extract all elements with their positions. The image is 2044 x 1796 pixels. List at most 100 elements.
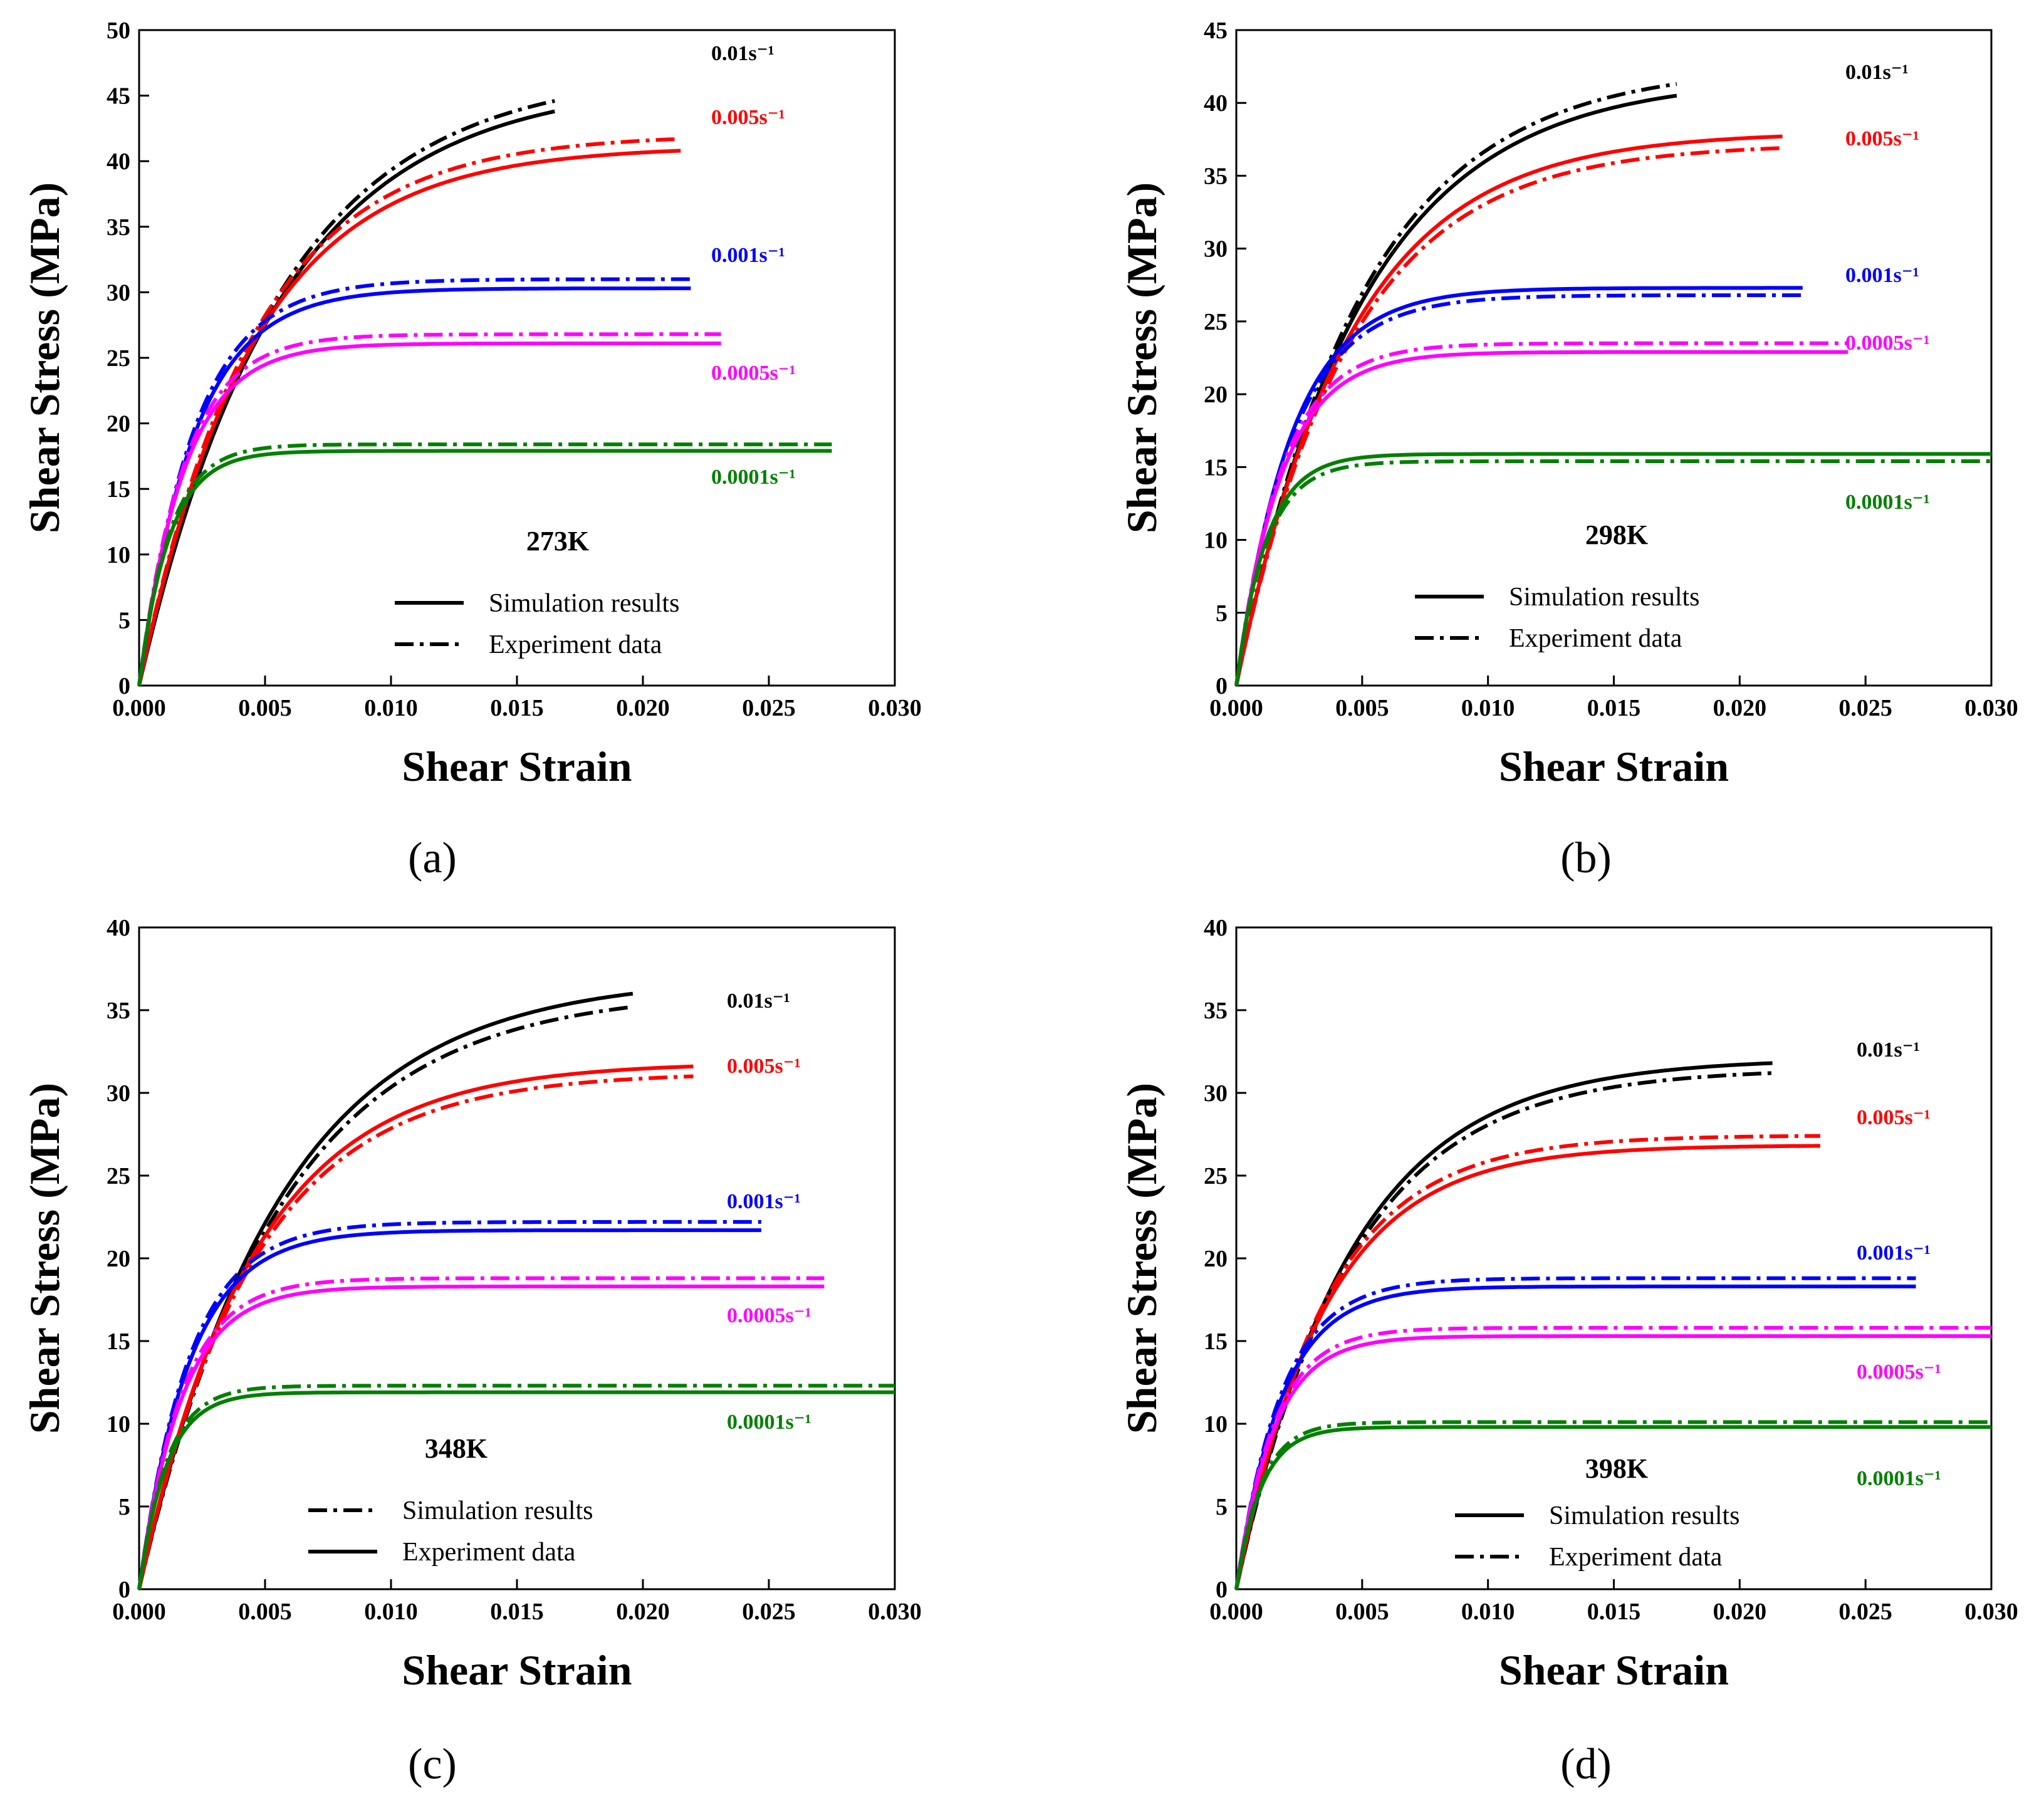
x-tick-label: 0.025 <box>1838 1599 1892 1625</box>
y-tick-label: 10 <box>1204 1411 1228 1438</box>
series-label: 0.0005s⁻¹ <box>1857 1360 1941 1384</box>
series-label: 0.001s⁻¹ <box>1845 264 1919 287</box>
y-tick-label: 30 <box>107 279 130 306</box>
panel-b: 0.000 0.005 0.010 0.015 0.020 0.025 0.030 0 5 10 1… <box>1118 18 2018 882</box>
series-label: 0.01s⁻¹ <box>727 989 790 1013</box>
series-4-experiment-line <box>1234 1420 1991 1590</box>
legend-label-dashdot: Experiment data <box>489 630 662 659</box>
y-tick-label: 20 <box>107 1246 130 1272</box>
panel-label: (a) <box>408 834 457 882</box>
y-tick-label: 30 <box>1204 236 1228 263</box>
x-tick-label: 0.025 <box>1838 695 1892 721</box>
y-tick-label: 5 <box>118 1494 130 1520</box>
series-3-simulation-line <box>137 342 721 686</box>
y-tick-label: 10 <box>107 1411 130 1438</box>
series-3-experiment-line <box>1234 341 1848 686</box>
series-3-simulation-line <box>137 1284 825 1590</box>
x-tick-label: 0.025 <box>742 695 796 721</box>
series-2-experiment-line <box>137 1219 761 1590</box>
series-1-simulation-line <box>1234 134 1783 686</box>
y-axis-label: Shear Stress (MPa) <box>1118 1083 1165 1434</box>
x-tick-label: 0.015 <box>1587 695 1641 721</box>
series-1-experiment-line <box>137 1074 694 1590</box>
x-tick-label: 0.005 <box>238 695 292 721</box>
y-tick-label: 25 <box>107 345 130 372</box>
series-1-simulation-line <box>1234 1144 1820 1590</box>
y-tick-label: 50 <box>107 18 130 44</box>
legend-label-solid: Simulation results <box>489 589 680 618</box>
series-label: 0.0005s⁻¹ <box>1845 332 1930 355</box>
series-4-simulation-line <box>137 449 832 686</box>
y-tick-label: 35 <box>1204 998 1228 1024</box>
series-label: 0.01s⁻¹ <box>1845 61 1909 84</box>
y-tick-label: 35 <box>107 214 130 241</box>
panel-label: (b) <box>1560 834 1612 882</box>
series-2-experiment-line <box>1234 293 1803 686</box>
y-tick-label: 40 <box>1204 90 1228 117</box>
series-2-experiment-line <box>137 277 691 686</box>
y-axis-label: Shear Stress (MPa) <box>21 1083 68 1434</box>
series-label: 0.005s⁻¹ <box>1857 1106 1931 1129</box>
series-3-experiment-line <box>1234 1325 1991 1590</box>
y-tick-label: 5 <box>1216 600 1228 627</box>
x-tick-label: 0.010 <box>364 695 418 721</box>
y-axis-label: Shear Stress (MPa) <box>21 182 68 533</box>
legend-label-solid: Simulation results <box>1509 583 1700 612</box>
series-0-simulation-line <box>1234 1061 1773 1590</box>
legend-label-dashdot: Experiment data <box>1549 1543 1723 1572</box>
y-tick-label: 5 <box>1216 1494 1228 1520</box>
y-tick-label: 10 <box>107 542 130 568</box>
temperature-label: 348K <box>425 1433 488 1464</box>
y-tick-label: 20 <box>107 411 130 437</box>
series-4-simulation-line <box>137 1390 895 1590</box>
series-label: 0.0001s⁻¹ <box>1857 1467 1941 1490</box>
x-tick-label: 0.030 <box>1964 1599 2018 1625</box>
series-4-experiment-line <box>137 442 832 686</box>
y-tick-label: 40 <box>1204 915 1228 941</box>
x-tick-label: 0.020 <box>1713 1599 1767 1625</box>
series-4-experiment-line <box>1234 459 1991 686</box>
series-1-experiment-line <box>1234 1134 1820 1590</box>
x-tick-label: 0.005 <box>238 1599 292 1625</box>
legend: Simulation results Experiment data <box>1415 583 1700 653</box>
x-tick-label: 0.000 <box>112 1599 166 1625</box>
legend-label-dashdot: Simulation results <box>402 1496 593 1525</box>
y-tick-label: 40 <box>107 915 130 941</box>
x-tick-label: 0.010 <box>1461 695 1515 721</box>
curves <box>137 991 895 1590</box>
x-tick-label: 0.020 <box>616 1599 670 1625</box>
series-4-experiment-line <box>137 1384 895 1590</box>
y-tick-label: 20 <box>1204 1246 1228 1272</box>
series-4-simulation-line <box>1234 1425 1991 1590</box>
series-label: 0.005s⁻¹ <box>711 106 785 129</box>
x-tick-label: 0.010 <box>364 1599 418 1625</box>
x-tick-label: 0.025 <box>742 1599 796 1625</box>
series-2-simulation-line <box>1234 1284 1916 1590</box>
x-axis-label: Shear Strain <box>1499 743 1729 790</box>
y-tick-label: 30 <box>1204 1080 1228 1107</box>
y-tick-label: 45 <box>107 83 130 110</box>
y-tick-label: 15 <box>1204 454 1228 481</box>
series-label: 0.0005s⁻¹ <box>711 362 796 385</box>
y-tick-label: 10 <box>1204 528 1228 554</box>
legend-label-solid: Simulation results <box>1549 1501 1740 1530</box>
y-tick-label: 35 <box>1204 163 1228 189</box>
panel-label: (d) <box>1560 1740 1612 1788</box>
y-tick-label: 0 <box>118 1577 130 1603</box>
x-tick-label: 0.000 <box>1209 695 1263 721</box>
temperature-label: 298K <box>1585 519 1648 550</box>
series-3-simulation-line <box>1234 1334 1991 1590</box>
series-1-simulation-line <box>137 1064 694 1590</box>
series-label: 0.005s⁻¹ <box>1845 127 1919 150</box>
panel-d: 0.000 0.005 0.010 0.015 0.020 0.025 0.030 0 5 10 1… <box>1118 915 2018 1788</box>
series-2-experiment-line <box>1234 1276 1916 1590</box>
x-tick-label: 0.005 <box>1335 695 1389 721</box>
series-4-simulation-line <box>1234 452 1991 686</box>
legend: Simulation results Experiment data <box>1455 1501 1740 1572</box>
x-axis-label: Shear Strain <box>1499 1646 1729 1694</box>
x-tick-label: 0.015 <box>490 1599 544 1625</box>
x-tick-label: 0.020 <box>1713 695 1767 721</box>
y-tick-label: 25 <box>1204 309 1228 335</box>
temperature-label: 273K <box>526 526 589 556</box>
